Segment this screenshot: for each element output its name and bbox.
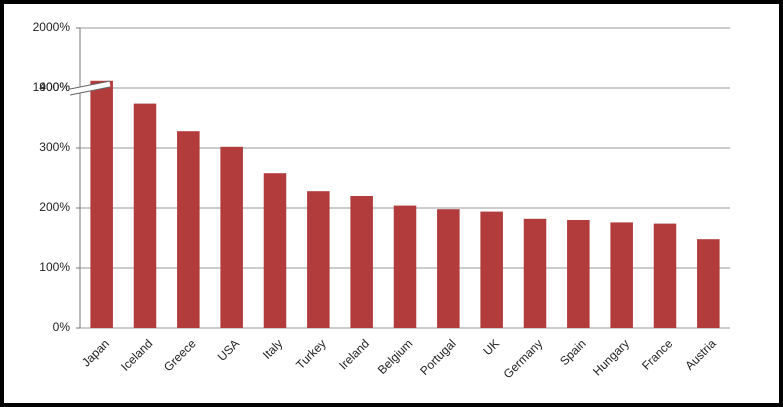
- bar: [393, 205, 417, 328]
- bar: [653, 223, 677, 328]
- bar: [610, 222, 633, 328]
- bar: [567, 220, 590, 328]
- bar: [480, 211, 503, 328]
- bar: [133, 103, 157, 328]
- bar: [523, 218, 547, 328]
- bar: [263, 173, 287, 328]
- y-tick-label: 100%: [39, 260, 70, 274]
- bar: [177, 131, 200, 328]
- y-tick-label: 200%: [39, 200, 70, 214]
- y-tick-label: 400%: [39, 80, 70, 94]
- y-tick-label: 1900%: [33, 80, 71, 94]
- y-tick-label: 2000%: [33, 20, 71, 34]
- y-tick-label: 300%: [39, 140, 70, 154]
- bar: [697, 239, 720, 328]
- axis-break-line: [69, 80, 111, 96]
- bar: [350, 196, 373, 328]
- bar: [307, 191, 330, 328]
- axis-break: [69, 81, 111, 95]
- bar: [90, 80, 113, 328]
- bar: [220, 146, 243, 328]
- bar: [437, 209, 460, 328]
- y-tick-label: 0%: [53, 320, 71, 334]
